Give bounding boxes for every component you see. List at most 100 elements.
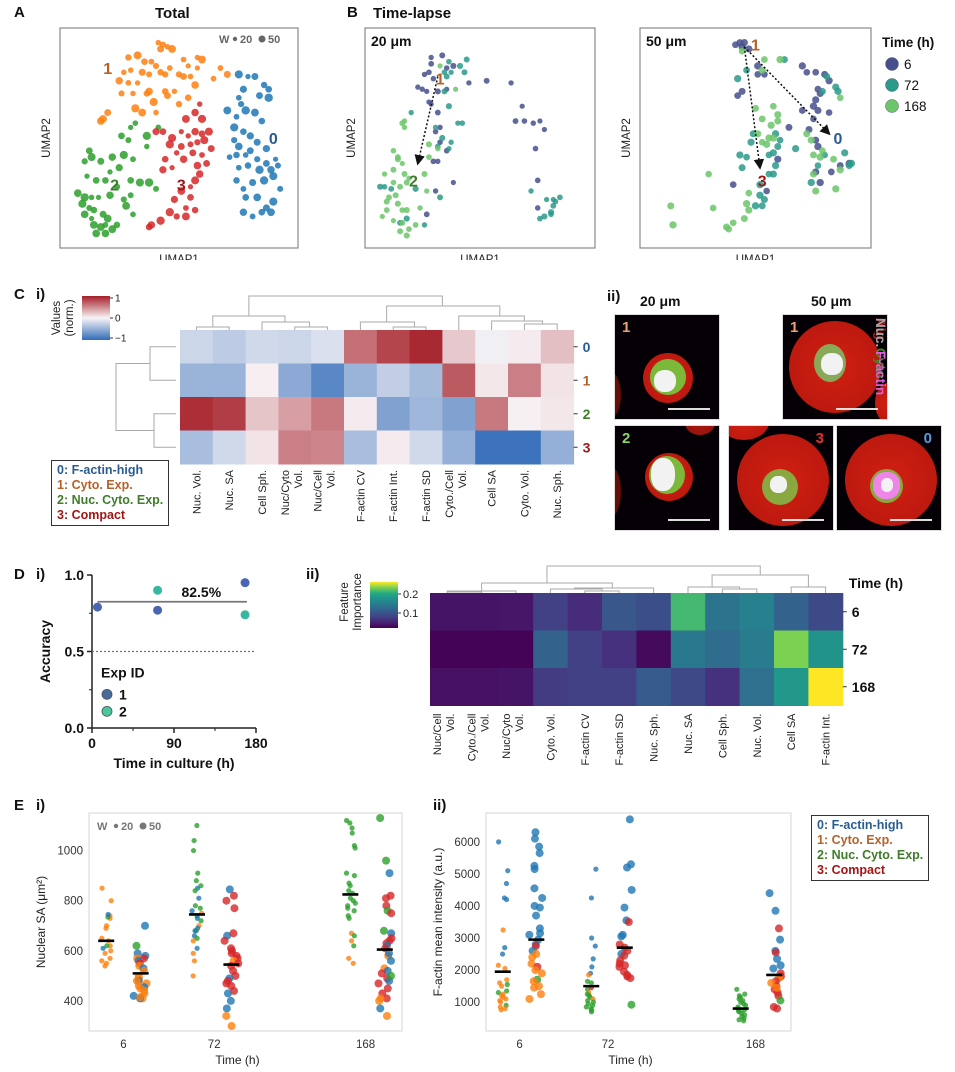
- heatmap-cell: [430, 630, 465, 669]
- data-point-2: [144, 178, 154, 187]
- column-label: Vol.: [445, 714, 457, 732]
- heatmap-cell: [344, 363, 378, 398]
- cluster-legend-item-2: 2: Nuc. Cyto. Exp.: [57, 493, 164, 507]
- panel-d-letter: D: [14, 566, 25, 583]
- data-point-168: [437, 63, 443, 69]
- data-point-cluster-3: [774, 924, 783, 933]
- data-point-cluster-1: [525, 994, 534, 1003]
- data-point-cluster-0: [592, 943, 598, 949]
- data-point-cluster-1: [500, 927, 506, 933]
- micrograph-20um-cluster-2: 2: [614, 425, 720, 531]
- data-point-168: [769, 102, 777, 110]
- heatmap-cell: [430, 593, 465, 631]
- data-point-cluster-3: [626, 974, 635, 983]
- data-point-168: [394, 200, 401, 207]
- data-point-1: [131, 104, 140, 113]
- data-point-1: [168, 45, 176, 53]
- data-point-0: [246, 147, 254, 155]
- data-point-6: [466, 80, 472, 86]
- x-axis-label: UMAP1: [159, 254, 199, 260]
- column-dendrogram: [790, 586, 827, 593]
- data-point-cluster-0: [105, 911, 111, 918]
- data-point-cluster-3: [374, 979, 383, 988]
- column-dendrogram: [546, 565, 761, 583]
- data-point-2: [128, 124, 134, 131]
- data-point-cluster-3: [381, 894, 390, 903]
- data-point-1: [155, 39, 162, 46]
- data-point-72: [769, 149, 777, 157]
- column-label: Vol.: [293, 470, 305, 488]
- data-point-6: [508, 80, 514, 86]
- data-point-cluster-3: [222, 896, 231, 905]
- micro-label: 1: [622, 319, 631, 336]
- column-dendrogram: [721, 588, 758, 593]
- data-point-168: [406, 226, 412, 233]
- exp-legend-label-1: 1: [119, 686, 127, 702]
- data-point-6: [450, 179, 456, 186]
- data-point-cluster-1: [108, 948, 114, 954]
- data-point-cluster-1: [103, 925, 109, 931]
- data-point-6: [430, 75, 437, 82]
- data-point-72: [760, 195, 768, 204]
- data-point-168: [401, 124, 408, 131]
- time-legend-swatch-168: [885, 99, 899, 113]
- x-axis-label: Time in culture (h): [113, 755, 234, 771]
- data-point-cluster-3: [229, 929, 238, 938]
- column-label: Nuc. Sph.: [552, 470, 564, 518]
- time-legend-label-168: 168: [904, 99, 927, 114]
- data-point-1: [143, 90, 151, 97]
- data-point-2: [97, 157, 105, 165]
- heatmap-cell: [774, 668, 809, 706]
- cluster-legend-item-0: 0: F-actin-high: [57, 463, 144, 477]
- data-point-cluster-1: [504, 977, 510, 983]
- data-point-cluster-2: [192, 903, 199, 909]
- micrograph-50um-cluster-3: 3: [728, 425, 834, 531]
- heatmap-cell: [739, 668, 775, 706]
- data-point-cluster-1: [99, 885, 105, 891]
- x-tick-label: 168: [356, 1039, 375, 1051]
- data-point-0: [246, 132, 254, 140]
- column-dendrogram: [481, 582, 613, 591]
- data-point-72: [738, 164, 746, 172]
- data-point-168: [401, 118, 408, 124]
- heatmap-cell: [464, 630, 500, 669]
- data-point-2: [152, 185, 160, 192]
- heatmap-cell: [475, 330, 509, 364]
- data-point-0: [254, 156, 261, 163]
- data-point-168: [390, 147, 397, 154]
- data-point-6: [443, 65, 450, 71]
- data-point-72: [443, 73, 450, 80]
- data-point-cluster-1: [536, 990, 545, 999]
- data-point-0: [277, 185, 284, 192]
- data-point-0: [264, 93, 273, 102]
- data-point-cluster-2: [343, 870, 350, 876]
- data-point-cluster-1: [132, 976, 141, 985]
- heatmap-cell: [311, 363, 345, 398]
- data-point-cluster-1: [527, 959, 536, 968]
- heatmap-cell: [442, 363, 476, 398]
- data-point-0: [241, 106, 250, 115]
- data-point-72: [776, 136, 784, 144]
- data-point-0: [265, 85, 273, 93]
- data-point-cluster-0: [530, 865, 539, 874]
- data-point-6: [738, 87, 746, 95]
- heatmap-cell: [498, 668, 534, 706]
- heatmap-cell: [409, 397, 443, 431]
- data-point-cluster-0: [590, 956, 596, 962]
- data-point-168: [406, 175, 412, 181]
- x-tick-label: 90: [166, 735, 182, 751]
- data-point-cluster-2: [742, 991, 748, 997]
- data-point-72: [552, 198, 559, 205]
- data-point-1: [194, 65, 201, 71]
- cluster-label-1: 1: [436, 72, 445, 89]
- data-point-cluster-0: [196, 895, 202, 901]
- data-point-168: [767, 121, 775, 129]
- data-point-1: [175, 100, 183, 108]
- data-point-cluster-1: [531, 966, 540, 975]
- heatmap-cell: [311, 330, 345, 364]
- data-point-cluster-2: [191, 837, 197, 844]
- data-point-72: [751, 202, 760, 210]
- data-point-1: [148, 58, 155, 65]
- cluster-feature-heatmap: Nuc. Vol. Nuc. SA Cell Sph. Nuc/Cyto Vol. Nuc…: [51, 294, 591, 522]
- y-tick-label: 400: [64, 996, 83, 1008]
